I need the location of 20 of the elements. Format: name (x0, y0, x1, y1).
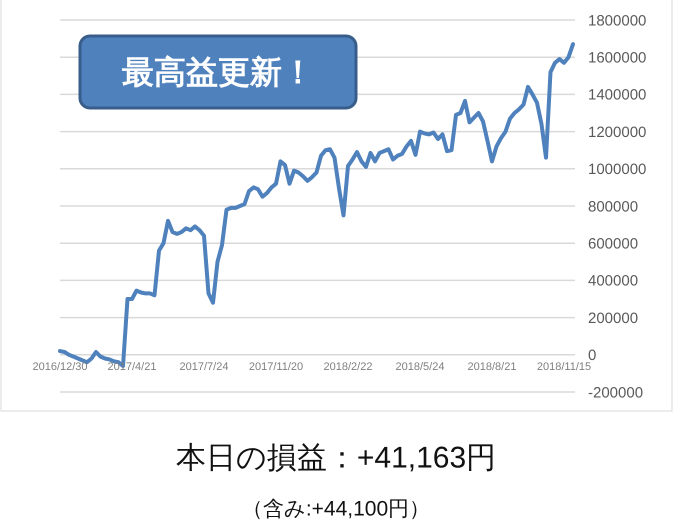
x-tick-label: 2016/12/30 (32, 360, 88, 373)
text: 本日の損益：+41,163円 (176, 442, 496, 474)
x-tick-label: 2017/7/24 (180, 360, 228, 373)
y-tick-label: 400000 (588, 272, 638, 290)
y-tick-label: 1800000 (588, 12, 646, 30)
x-tick-label: 2017/4/21 (108, 360, 156, 373)
y-tick-label: 1600000 (588, 49, 646, 66)
y-tick-label: 1400000 (588, 86, 646, 104)
x-tick-label: 2017/11/20 (248, 360, 304, 373)
y-tick-label: 1200000 (588, 124, 646, 141)
y-tick-label: -200000 (588, 384, 644, 402)
text: （含み:+44,100円） (242, 497, 430, 520)
y-tick-label: 600000 (588, 235, 638, 252)
x-tick-label: 2018/5/24 (396, 360, 444, 373)
y-tick-label: 1000000 (588, 161, 646, 178)
y-tick-label: 200000 (588, 310, 638, 327)
x-tick-label: 2018/2/22 (324, 360, 372, 373)
x-tick-label: 2018/8/21 (468, 360, 516, 373)
y-tick-label: 800000 (588, 198, 638, 216)
annotation: 最高益更新！ (122, 54, 314, 90)
